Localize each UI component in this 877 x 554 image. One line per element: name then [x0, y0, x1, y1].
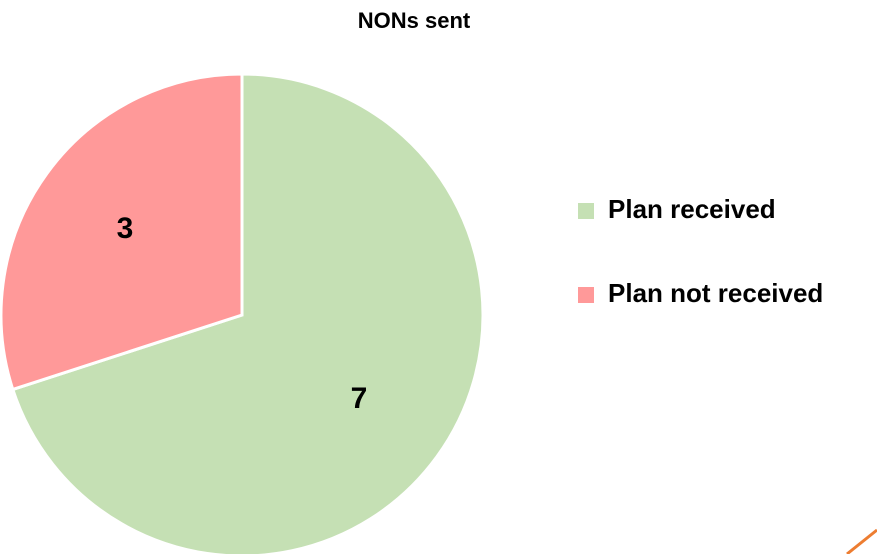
legend-text: Plan received: [608, 194, 776, 224]
data-label: 7: [351, 382, 368, 415]
decoration: [846, 528, 877, 554]
legend-swatch: [578, 203, 594, 219]
pie-slice: [0, 72, 244, 392]
pie-slice: [10, 72, 485, 554]
data-label: 3: [117, 212, 134, 245]
legend-swatch: [578, 287, 594, 303]
chart-title: NONs sent: [358, 8, 471, 33]
legend-text: Plan not received: [608, 278, 823, 308]
